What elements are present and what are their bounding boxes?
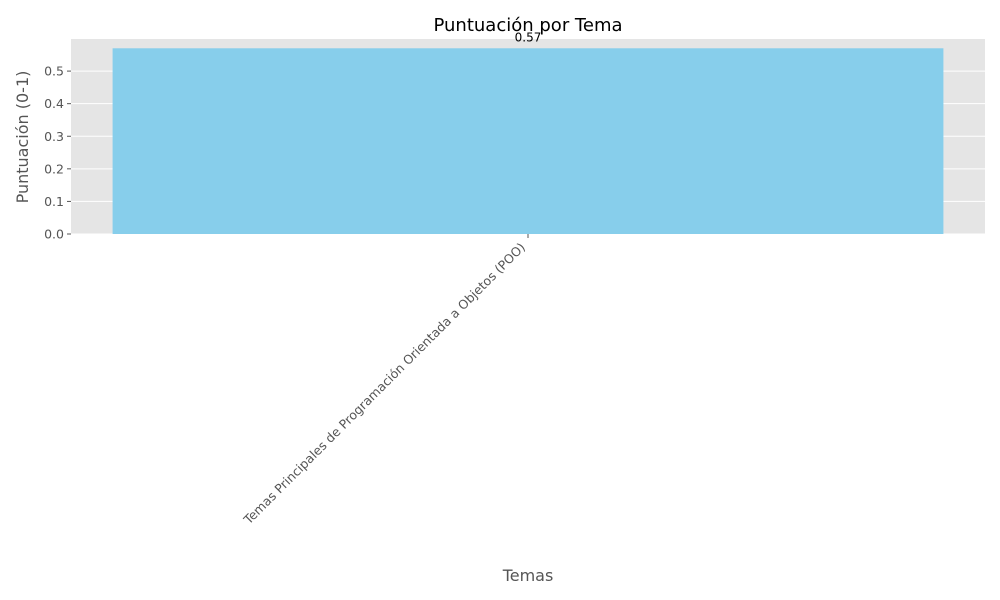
bars xyxy=(112,48,944,235)
bar xyxy=(112,48,944,235)
y-tick-label: 0.3 xyxy=(44,129,64,144)
y-axis-label: Puntuación (0-1) xyxy=(13,71,32,204)
y-tick-label: 0.1 xyxy=(44,194,64,209)
x-axis-ticks: Temas Principales de Programación Orient… xyxy=(240,234,529,528)
y-tick-label: 0.0 xyxy=(44,227,64,242)
chart-title: Puntuación por Tema xyxy=(433,15,622,36)
y-tick-label: 0.4 xyxy=(44,96,64,111)
data-labels: 0.57 xyxy=(515,30,542,44)
y-axis-ticks: 0.0 0.1 0.2 0.3 0.4 0.5 xyxy=(44,64,71,242)
bar-value-label: 0.57 xyxy=(515,30,542,44)
y-tick-label: 0.5 xyxy=(44,64,64,79)
x-axis-label: Temas xyxy=(502,566,554,585)
x-tick-label: Temas Principales de Programación Orient… xyxy=(240,240,528,528)
y-tick-label: 0.2 xyxy=(44,161,64,176)
